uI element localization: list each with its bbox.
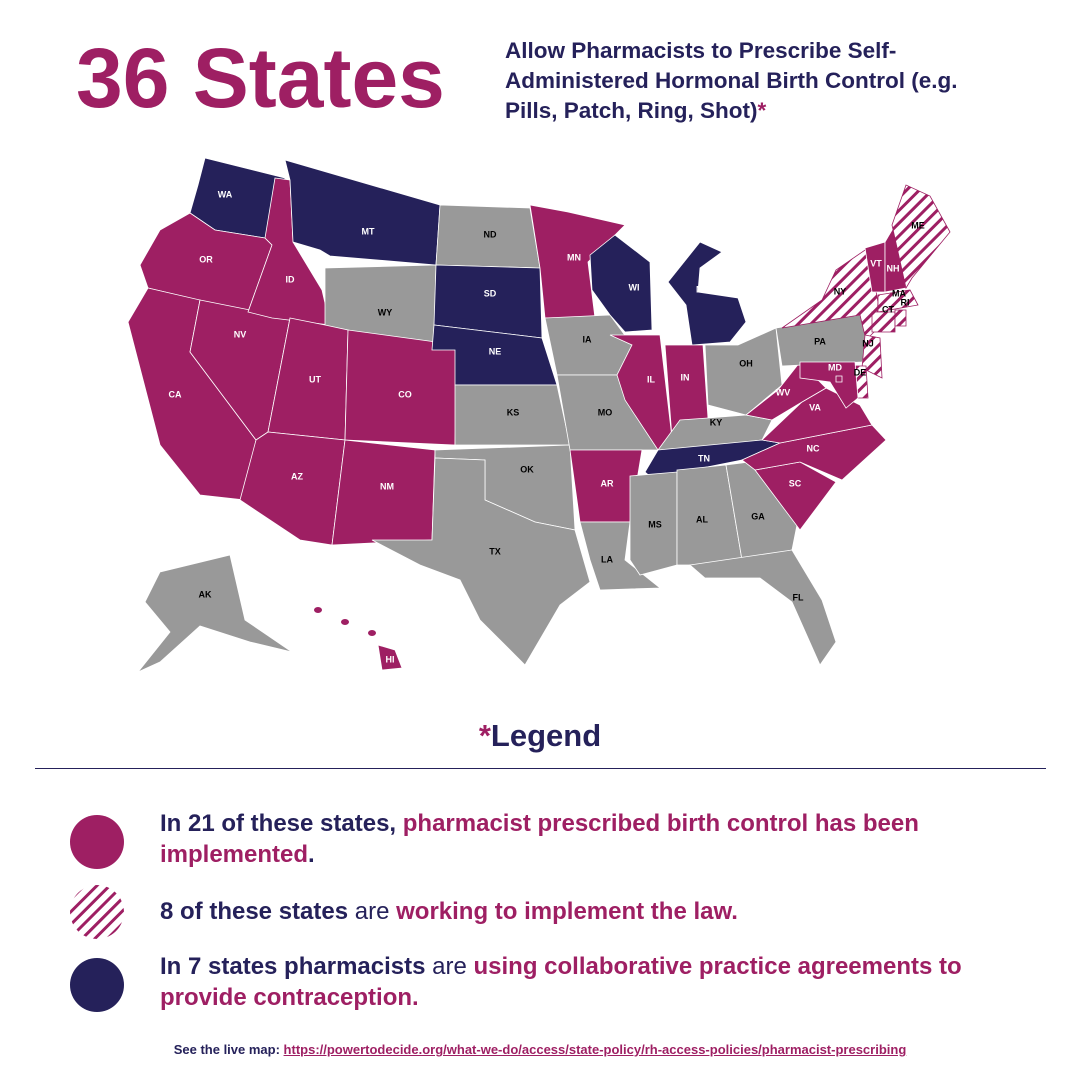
state-label-ct: CT <box>882 304 894 314</box>
state-label-wi: WI <box>629 282 640 292</box>
legend-highlight: pharmacist prescribed birth control has … <box>160 810 919 868</box>
state-label-al: AL <box>696 514 708 524</box>
state-label-il: IL <box>647 374 656 384</box>
state-label-vt: VT <box>870 258 882 268</box>
state-label-tx: TX <box>489 546 501 556</box>
state-label-ks: KS <box>507 407 520 417</box>
state-label-ri: RI <box>901 297 910 307</box>
state-md <box>799 361 859 409</box>
us-states-map: WA OR CA NV ID MT WY UT CO AZ NM ND SD NE KS OK TX MN IA MO… <box>127 157 951 673</box>
legend-tail: . <box>308 841 315 868</box>
hawaii-island <box>314 607 322 613</box>
state-label-or: OR <box>199 254 213 264</box>
subtitle-text: Allow Pharmacists to Prescribe Self-Admi… <box>505 38 958 123</box>
footer: See the live map: https://powertodecide.… <box>0 1042 1080 1057</box>
legend-divider <box>35 768 1046 769</box>
state-label-ga: GA <box>751 511 765 521</box>
state-label-va: VA <box>809 402 821 412</box>
live-map-link[interactable]: https://powertodecide.org/what-we-do/acc… <box>283 1042 907 1057</box>
state-az <box>239 431 346 546</box>
hawaii-island <box>368 630 376 636</box>
working-swatch <box>70 885 124 939</box>
state-label-mn: MN <box>567 252 581 262</box>
states-count-title: 36 States <box>76 31 445 125</box>
state-label-nm: NM <box>380 481 394 491</box>
subtitle: Allow Pharmacists to Prescribe Self-Admi… <box>505 36 975 126</box>
state-dc <box>835 375 843 383</box>
collaborative-swatch <box>70 958 124 1012</box>
state-label-id: ID <box>286 274 296 284</box>
state-label-ok: OK <box>520 464 534 474</box>
state-mt <box>284 159 441 266</box>
state-label-nh: NH <box>887 263 900 273</box>
state-label-hi: HI <box>386 654 395 664</box>
state-ri <box>894 309 907 327</box>
state-mn <box>529 204 626 319</box>
state-label-ma: MA <box>892 288 906 298</box>
state-nj <box>861 334 883 379</box>
state-label-ny: NY <box>834 286 847 296</box>
legend-highlight: using collaborative practice agreements … <box>160 953 962 1011</box>
legend-asterisk: * <box>478 718 491 753</box>
legend-lead: In 21 of these states, <box>160 810 403 837</box>
legend-lead: 8 of these states <box>160 898 349 925</box>
state-label-wa: WA <box>218 189 233 199</box>
state-ct <box>871 311 896 333</box>
state-ak <box>137 554 293 673</box>
state-hi <box>377 644 403 671</box>
state-label-sd: SD <box>484 288 497 298</box>
footer-label: See the live map: <box>173 1042 284 1057</box>
state-label-ca: CA <box>169 389 182 399</box>
state-label-nv: NV <box>234 329 247 339</box>
state-label-ne: NE <box>489 346 502 356</box>
legend-mid: are <box>348 898 397 925</box>
state-label-ms: MS <box>648 519 662 529</box>
state-label-ut: UT <box>309 374 321 384</box>
state-label-tn: TN <box>698 453 710 463</box>
legend-lead: In 7 states pharmacists <box>160 953 426 980</box>
state-label-ky: KY <box>710 417 723 427</box>
subtitle-asterisk: * <box>757 98 767 123</box>
state-ms <box>629 471 678 576</box>
state-label-az: AZ <box>291 471 303 481</box>
state-label-la: LA <box>601 554 613 564</box>
state-ma <box>877 289 919 313</box>
legend-title: *Legend <box>0 718 1080 754</box>
state-label-mo: MO <box>598 407 613 417</box>
state-label-nj: NJ <box>862 338 874 348</box>
state-mi <box>667 241 747 346</box>
state-label-mt: MT <box>362 226 375 236</box>
state-label-in: IN <box>681 372 690 382</box>
state-label-nd: ND <box>484 229 497 239</box>
state-me <box>891 184 951 290</box>
state-nm <box>331 439 436 546</box>
state-fl <box>689 549 837 666</box>
state-label-oh: OH <box>739 358 753 368</box>
state-label-pa: PA <box>814 336 826 346</box>
legend-item-working: 8 of these states are working to impleme… <box>160 896 1020 927</box>
state-tx <box>371 457 591 666</box>
state-label-me: ME <box>911 220 925 230</box>
state-wi <box>589 234 653 333</box>
legend-item-implemented: In 21 of these states, pharmacist prescr… <box>160 808 1020 870</box>
state-label-ia: IA <box>583 334 593 344</box>
state-label-de: DE <box>854 367 867 377</box>
state-label-ak: AK <box>199 589 212 599</box>
state-label-wy: WY <box>378 307 393 317</box>
legend-item-collaborative: In 7 states pharmacists are using collab… <box>160 951 1020 1013</box>
implemented-swatch <box>70 815 124 869</box>
legend-mid: are <box>425 953 474 980</box>
legend-highlight: working to implement the law. <box>396 898 738 925</box>
state-label-wv: WV <box>776 387 791 397</box>
state-label-md: MD <box>828 362 842 372</box>
legend-title-text: Legend <box>490 718 602 753</box>
state-label-nc: NC <box>807 443 820 453</box>
state-label-mi: MI <box>696 284 706 294</box>
state-il <box>609 334 673 451</box>
hawaii-island <box>341 619 349 625</box>
state-label-fl: FL <box>793 592 804 602</box>
state-label-co: CO <box>398 389 412 399</box>
state-label-ar: AR <box>601 478 614 488</box>
state-label-sc: SC <box>789 478 802 488</box>
